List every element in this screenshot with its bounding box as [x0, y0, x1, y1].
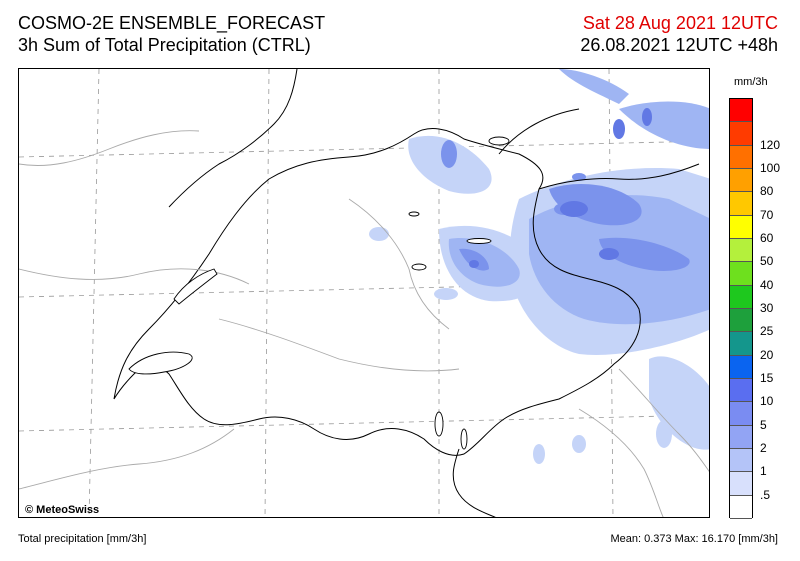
lakes [128, 136, 510, 450]
country-borders [113, 69, 700, 517]
precipitation-map: © MeteoSwiss [18, 68, 710, 518]
legend-swatch [730, 215, 752, 239]
valid-time: Sat 28 Aug 2021 12UTC [582, 13, 778, 33]
legend-label: .5 [760, 487, 771, 502]
legend-label: 60 [760, 231, 774, 245]
legend-label: 10 [760, 394, 774, 409]
legend-swatch [730, 309, 752, 333]
legend-label: 5 [760, 417, 767, 432]
legend-swatch [730, 425, 752, 449]
legend-swatch [730, 192, 752, 216]
legend-swatch [730, 332, 752, 356]
internal-boundaries [19, 130, 709, 517]
precipitation-field [369, 69, 709, 464]
product-title: 3h Sum of Total Precipitation (CTRL) [18, 35, 311, 55]
legend-swatch [730, 169, 752, 193]
legend-label: 120 [760, 137, 781, 152]
legend-label: 70 [760, 207, 774, 222]
footer-stats: Mean: 0.373 Max: 16.170 [mm/3h] [610, 533, 778, 545]
legend-label: 40 [760, 277, 774, 292]
legend-unit: mm/3h [734, 76, 768, 88]
run-time: 26.08.2021 12UTC +48h [580, 35, 778, 55]
legend-swatch [730, 239, 752, 263]
legend-swatch [730, 285, 752, 309]
legend-label: 2 [760, 441, 767, 455]
legend-swatch [730, 122, 752, 146]
time-block: Sat 28 Aug 2021 12UTC 26.08.2021 12UTC +… [580, 12, 778, 56]
legend-swatch [730, 145, 752, 169]
legend-swatch [730, 355, 752, 379]
map-canvas: © MeteoSwiss [19, 69, 709, 517]
legend-label: 100 [760, 161, 781, 175]
legend-label: 15 [760, 371, 774, 385]
title-block: COSMO-2E ENSEMBLE_FORECAST 3h Sum of Tot… [18, 12, 325, 56]
legend-swatch [730, 495, 752, 519]
legend-swatch [730, 449, 752, 473]
legend-swatch [730, 379, 752, 403]
footer-variable: Total precipitation [mm/3h] [18, 533, 147, 545]
legend-label: 80 [760, 184, 774, 199]
legend-label: 25 [760, 324, 774, 339]
legend-label: 20 [760, 347, 774, 362]
legend-swatch [730, 262, 752, 286]
legend-swatch [730, 472, 752, 496]
legend-label: 1 [760, 464, 767, 479]
copyright-text: © MeteoSwiss [25, 504, 99, 516]
legend-swatch [730, 99, 752, 123]
legend-label: 50 [760, 254, 774, 269]
legend-label: 30 [760, 301, 774, 315]
legend-swatch [730, 402, 752, 426]
precipitation-legend [729, 98, 753, 519]
model-title: COSMO-2E ENSEMBLE_FORECAST [18, 13, 326, 33]
